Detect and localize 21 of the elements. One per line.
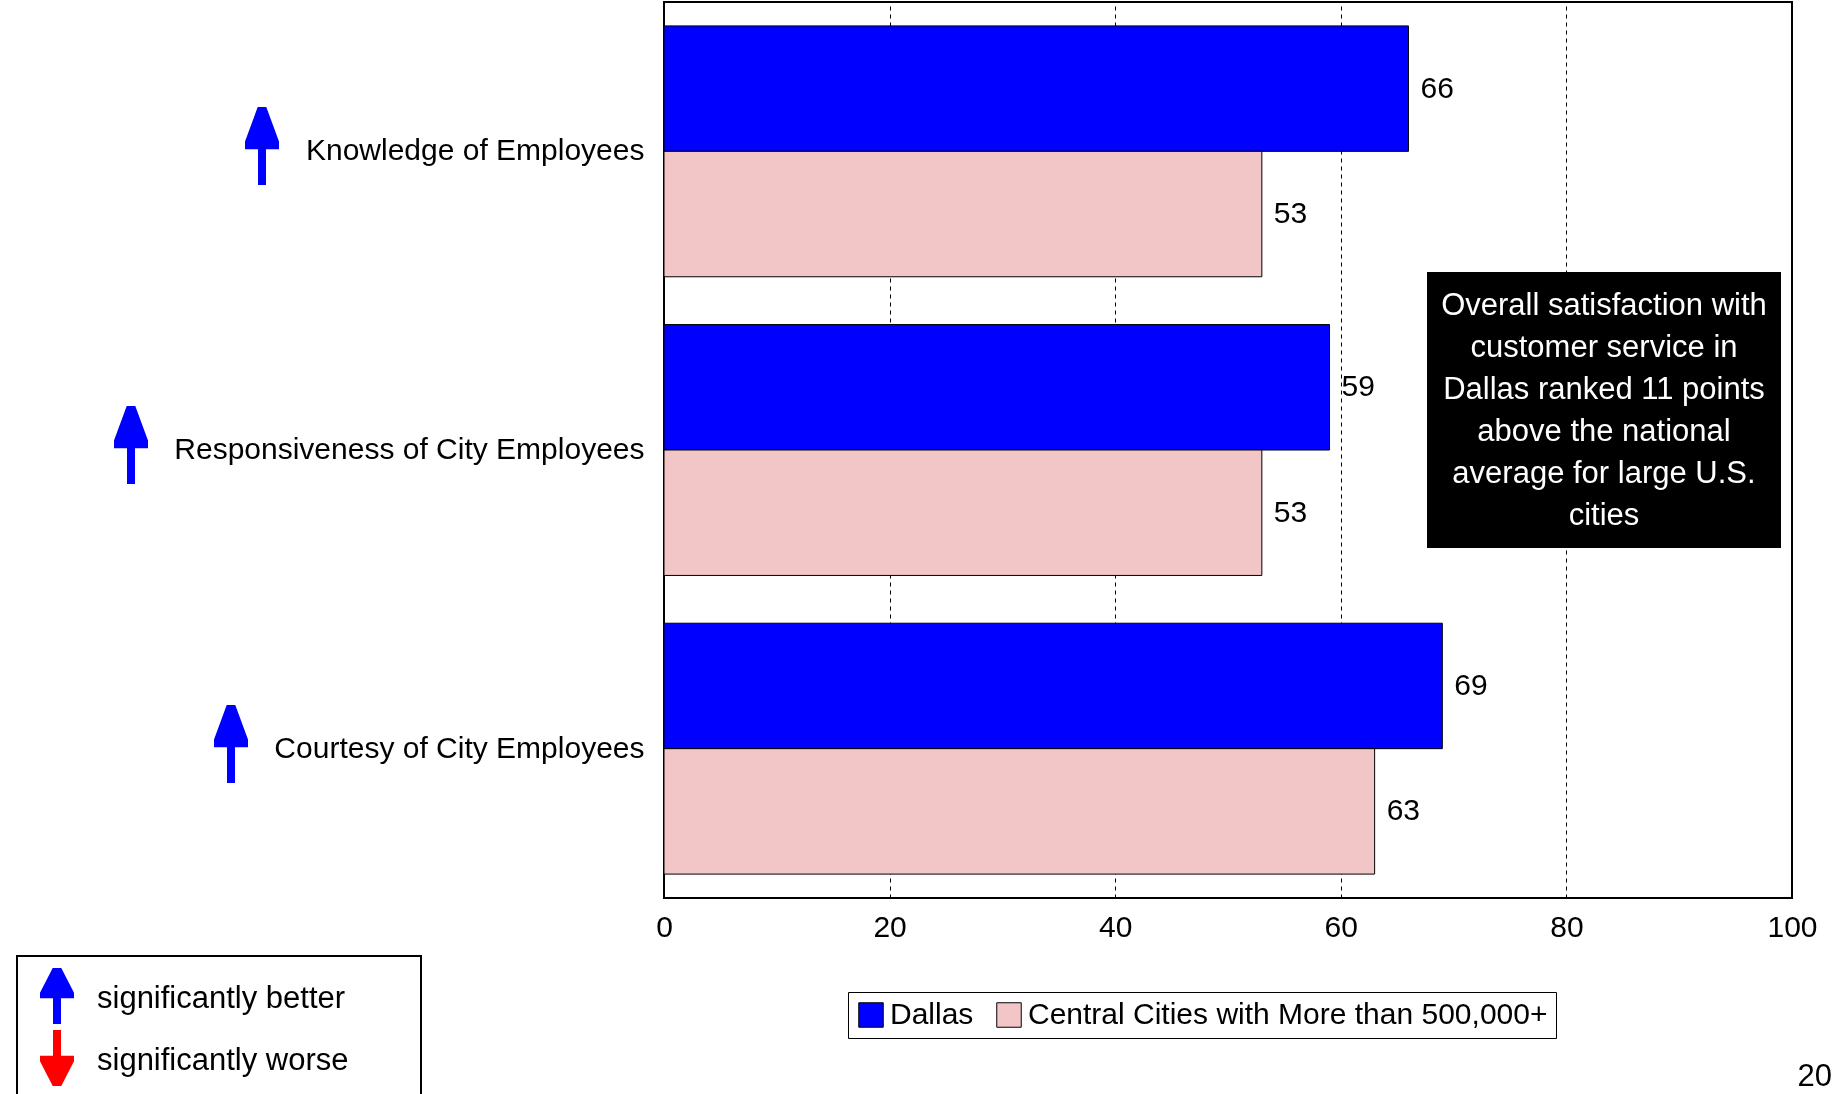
legend-label: Central Cities with More than 500,000+ — [1028, 997, 1548, 1030]
x-tick-label: 100 — [1767, 909, 1818, 943]
data-label: 59 — [1341, 369, 1375, 403]
annotation: Overall satisfaction with customer service in Dallas ranked 11 points above the national average for large U.S. cities — [1427, 272, 1781, 548]
data-label: 53 — [1273, 196, 1308, 230]
data-label: 63 — [1386, 793, 1421, 827]
data-label: 66 — [1420, 70, 1454, 104]
text: significantly worse — [97, 1042, 349, 1078]
y-tick-label: Knowledge of Employees — [305, 133, 645, 167]
legend-label: Dallas — [890, 997, 974, 1030]
x-tick-label: 60 — [1324, 909, 1358, 943]
data-label: 69 — [1454, 667, 1488, 701]
x-tick-label: 80 — [1550, 909, 1584, 943]
y-tick-label: Responsiveness of City Employees — [174, 432, 645, 465]
text: 20 — [1797, 1058, 1832, 1094]
text: significantly better — [97, 980, 346, 1016]
x-tick-label: 20 — [873, 909, 907, 943]
y-tick-label: Courtesy of City Employees — [274, 730, 645, 764]
x-tick-label: 0 — [656, 909, 673, 943]
x-tick-label: 40 — [1099, 909, 1133, 943]
data-label: 53 — [1273, 494, 1308, 528]
